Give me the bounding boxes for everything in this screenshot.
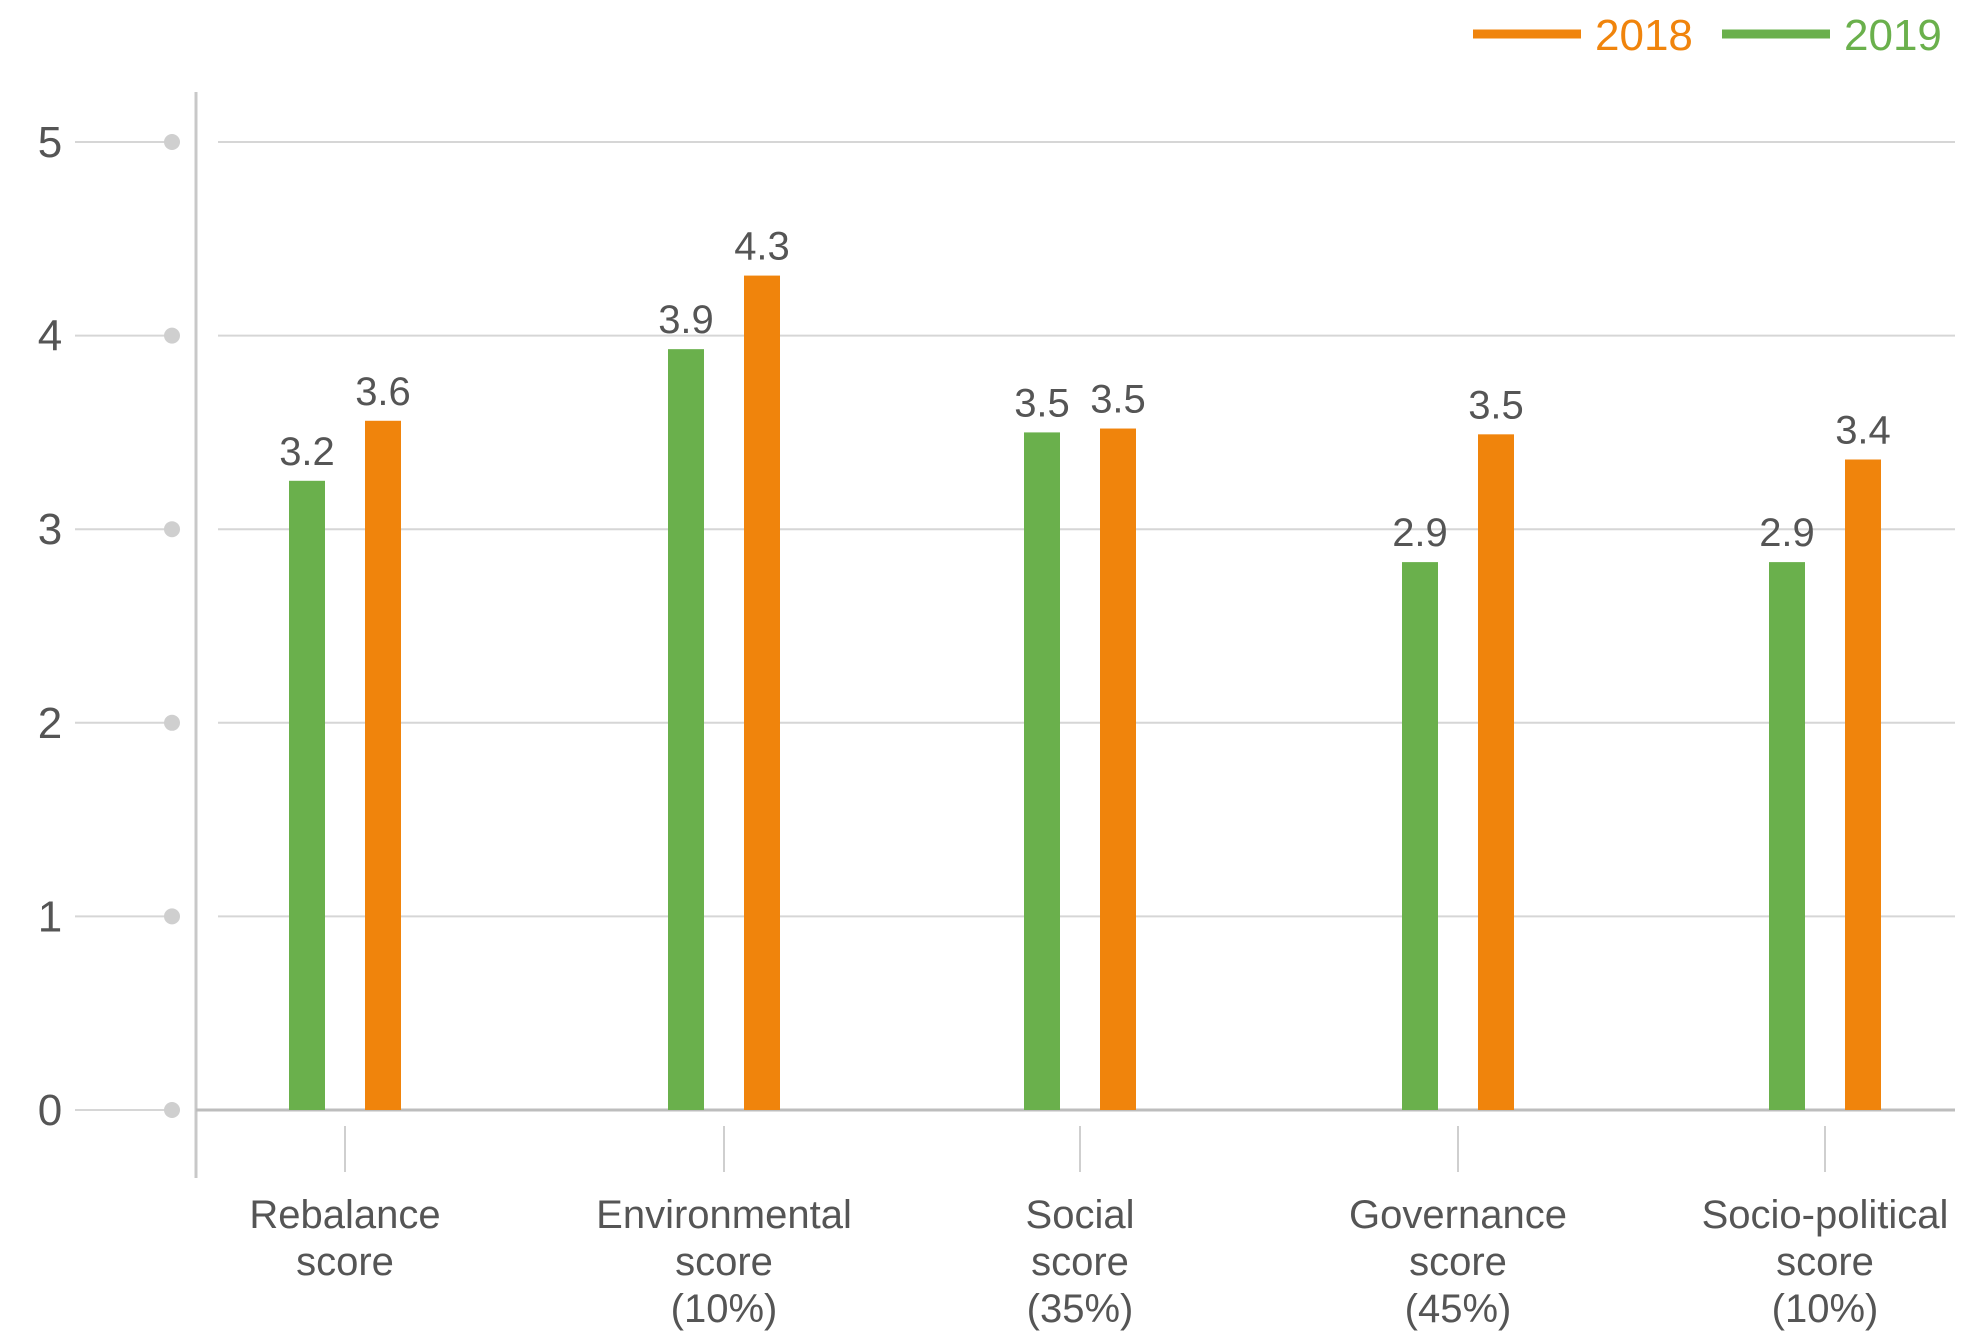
category-label: (10%) bbox=[671, 1287, 778, 1331]
bar-2018 bbox=[1845, 459, 1881, 1110]
category-label: score bbox=[1409, 1240, 1507, 1284]
bar-2018 bbox=[1478, 434, 1514, 1110]
bar-2019 bbox=[1024, 432, 1060, 1110]
y-tick-label: 5 bbox=[38, 118, 62, 167]
data-label: 3.2 bbox=[279, 430, 335, 474]
legend: 2018 2019 bbox=[1473, 11, 1942, 60]
data-labels: 3.2 3.9 3.5 2.9 2.9 3.6 4.3 3.5 3.5 3.4 bbox=[279, 225, 1891, 556]
y-tick-dot bbox=[164, 908, 180, 925]
data-label: 3.5 bbox=[1014, 381, 1070, 425]
y-tick-dot bbox=[164, 327, 180, 344]
category-label: (45%) bbox=[1405, 1287, 1512, 1331]
y-tick-label: 0 bbox=[38, 1086, 62, 1135]
category-label: score bbox=[675, 1240, 773, 1284]
bars bbox=[289, 275, 1881, 1111]
gridlines bbox=[218, 141, 1955, 918]
data-label: 4.3 bbox=[734, 225, 790, 269]
data-label: 3.5 bbox=[1468, 383, 1524, 427]
category-label: Governance bbox=[1349, 1193, 1567, 1237]
legend-label: 2019 bbox=[1844, 11, 1942, 60]
bar-2018 bbox=[365, 420, 401, 1110]
data-label: 3.6 bbox=[355, 370, 411, 414]
category-label: Social bbox=[1026, 1193, 1135, 1237]
category-label: Environmental bbox=[596, 1193, 852, 1237]
data-label: 3.4 bbox=[1835, 409, 1891, 453]
category-label: score bbox=[1031, 1240, 1129, 1284]
bar-2018 bbox=[744, 275, 780, 1111]
category-label: score bbox=[1776, 1240, 1874, 1284]
x-axis: RebalancescoreEnvironmentalscore(10%)Soc… bbox=[196, 1108, 1955, 1331]
category-label: Socio-political bbox=[1702, 1193, 1949, 1237]
bar-2018 bbox=[1100, 428, 1136, 1110]
y-tick-label: 3 bbox=[38, 505, 62, 554]
bar-2019 bbox=[1402, 562, 1438, 1110]
category-label: Rebalance bbox=[249, 1193, 440, 1237]
y-tick-label: 4 bbox=[38, 312, 62, 361]
y-axis: 0 1 2 3 4 5 bbox=[38, 92, 198, 1178]
y-tick-dot bbox=[164, 1102, 180, 1118]
bar-2019 bbox=[1769, 562, 1805, 1110]
category-label: score bbox=[296, 1240, 394, 1284]
y-tick-dot bbox=[164, 714, 180, 731]
data-label: 2.9 bbox=[1759, 511, 1815, 555]
bar-2019 bbox=[289, 480, 325, 1110]
y-tick-dot bbox=[164, 521, 180, 538]
y-tick-dot bbox=[164, 134, 180, 150]
data-label: 3.5 bbox=[1090, 378, 1146, 422]
bar-2019 bbox=[668, 349, 704, 1111]
legend-label: 2018 bbox=[1595, 11, 1693, 60]
y-tick-label: 1 bbox=[38, 892, 62, 941]
data-label: 3.9 bbox=[658, 298, 714, 342]
category-label: (35%) bbox=[1027, 1287, 1134, 1331]
data-label: 2.9 bbox=[1392, 511, 1448, 555]
y-tick-label: 2 bbox=[38, 699, 62, 748]
category-label: (10%) bbox=[1772, 1287, 1879, 1331]
